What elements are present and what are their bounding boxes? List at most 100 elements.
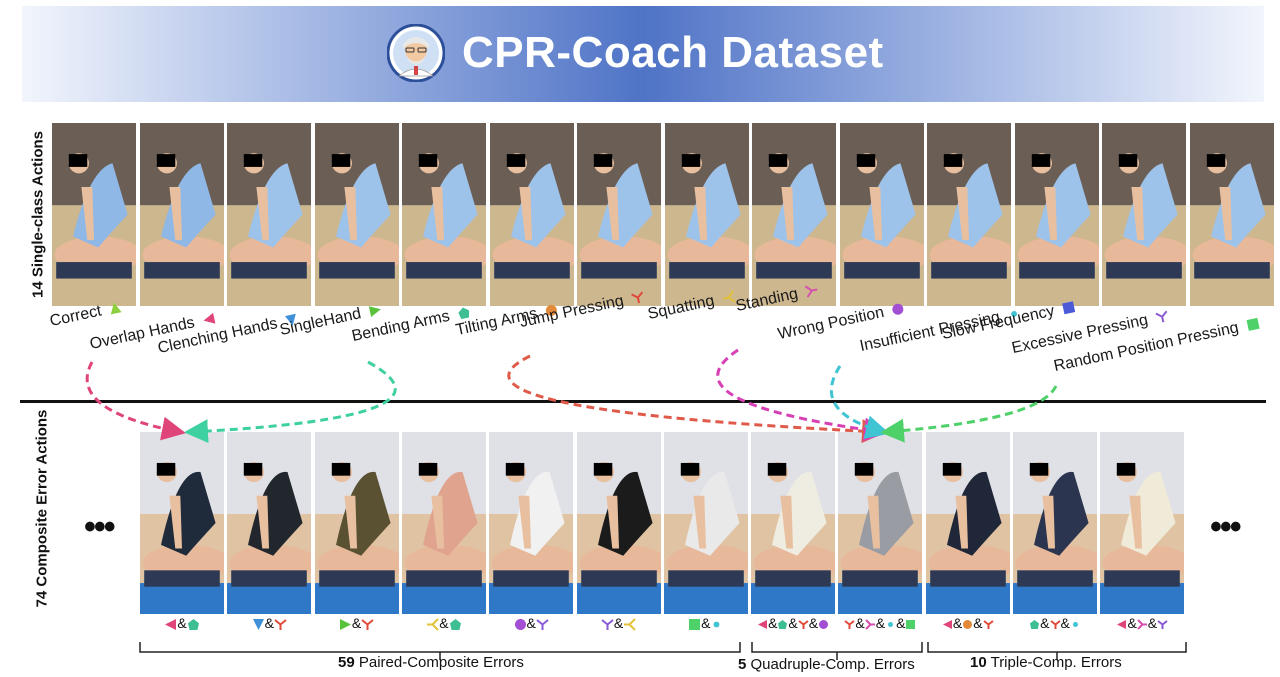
amp-text: &	[1147, 615, 1158, 631]
doctor-logo-icon	[387, 24, 445, 82]
single-action-symbol-icon	[720, 288, 736, 307]
combo-symbol-icon	[361, 615, 374, 631]
combo-symbol-icon	[274, 615, 287, 631]
composite-symbol-combo: & &	[1012, 615, 1098, 631]
combo-symbol-icon	[844, 615, 855, 631]
combo-symbol-icon	[818, 615, 829, 631]
combo-symbol-icon	[798, 615, 809, 631]
single-action-label: Wrong Position	[776, 300, 906, 344]
combo-symbol-icon	[1137, 615, 1148, 631]
single-action-label: Bending Arms	[350, 303, 472, 346]
combo-symbol-icon	[252, 615, 265, 631]
single-action-label: Excessive Pressing	[1010, 307, 1170, 358]
single-action-photo	[1189, 123, 1274, 306]
single-action-photo	[1102, 123, 1186, 306]
single-action-photo	[52, 123, 136, 306]
single-action-symbol-icon	[283, 311, 299, 330]
single-action-label: Overlap Hands	[88, 310, 217, 354]
composite-symbol-combo: &	[314, 615, 400, 631]
combo-symbol-icon	[426, 615, 439, 631]
single-action-photo	[139, 123, 224, 306]
single-action-label: Correct	[48, 298, 124, 331]
single-action-label: Random Position Pressing	[1052, 315, 1261, 376]
single-action-label: SingleHand	[278, 301, 383, 340]
combo-symbol-icon	[1070, 615, 1081, 631]
amp-text: &	[264, 615, 274, 631]
single-action-symbol-icon	[1060, 298, 1076, 317]
composite-symbol-combo: &	[226, 615, 312, 631]
single-action-photo	[839, 123, 924, 306]
combo-symbol-icon	[449, 615, 462, 631]
section-divider	[20, 400, 1266, 403]
composite-symbol-combo: & & &	[837, 615, 923, 631]
amp-text: &	[768, 615, 778, 631]
title-banner	[22, 6, 1264, 102]
single-action-label: Squatting	[646, 288, 736, 324]
combo-symbol-icon	[885, 615, 896, 631]
combo-symbol-icon	[777, 615, 788, 631]
composite-action-photo	[1100, 432, 1185, 614]
combo-symbol-icon	[962, 615, 973, 631]
arrow-random-position	[880, 385, 1058, 443]
arrow-overlap-hands	[85, 361, 186, 441]
amp-text: &	[526, 615, 536, 631]
composite-symbol-combo: &	[401, 615, 487, 631]
single-action-photo	[314, 123, 399, 306]
single-action-symbol-icon	[1245, 315, 1261, 334]
single-action-label: Jump Pressing	[518, 288, 646, 332]
arrow-insufficient-pressing	[829, 365, 890, 439]
amp-text: &	[808, 615, 819, 631]
amp-text: &	[855, 615, 865, 631]
composite-action-photo	[576, 432, 661, 614]
paired-errors-label: 59 Paired-Composite Errors	[338, 654, 524, 671]
single-action-label: Insufficient Pressing	[858, 304, 1022, 356]
combo-symbol-icon	[1116, 615, 1127, 631]
combo-symbol-icon	[710, 615, 723, 631]
amp-text: &	[952, 615, 963, 631]
composite-action-photo	[751, 432, 836, 614]
composite-actions-label: 74 Composite Error Actions	[34, 409, 51, 609]
triple-count: 10	[970, 654, 987, 671]
single-action-text: SingleHand	[278, 305, 363, 340]
combo-symbol-icon	[1157, 615, 1168, 631]
single-action-symbol-icon	[543, 301, 559, 320]
single-action-photo	[1014, 123, 1099, 306]
single-action-label: Standing	[734, 281, 820, 316]
amp-text: &	[1127, 615, 1137, 631]
single-action-symbol-icon	[367, 301, 383, 320]
composite-symbol-combo: &	[576, 615, 662, 631]
arrow-jump-pressing	[507, 354, 886, 444]
quadruple-count: 5	[738, 656, 747, 673]
single-action-symbol-icon	[804, 281, 820, 300]
amp-text: &	[1040, 615, 1050, 631]
single-action-symbol-icon	[1006, 304, 1022, 323]
composite-action-photo	[925, 432, 1010, 614]
combo-symbol-icon	[536, 615, 549, 631]
composite-symbol-combo: & &	[1099, 615, 1185, 631]
paired-text: Paired-Composite Errors	[354, 654, 524, 671]
triple-text: Triple-Comp. Errors	[986, 654, 1122, 671]
composite-symbol-combo: & & &	[750, 615, 836, 631]
composite-action-photo	[1013, 432, 1097, 614]
combo-symbol-icon	[1049, 615, 1061, 631]
combo-symbol-icon	[514, 615, 527, 631]
quadruple-errors-label: 5 Quadruple-Comp. Errors	[738, 656, 915, 673]
combo-symbol-icon	[865, 615, 876, 631]
composite-action-photo	[401, 432, 486, 614]
single-action-label: Clenching Hands	[156, 311, 299, 358]
single-action-symbol-icon	[890, 300, 906, 319]
amp-text: &	[613, 615, 624, 631]
amp-text: &	[973, 615, 983, 631]
composite-action-photo	[314, 432, 399, 614]
amp-text: &	[701, 615, 711, 631]
composite-symbol-combo: &	[488, 615, 574, 631]
single-action-label: Slow Frequency	[940, 298, 1076, 344]
amp-text: &	[351, 615, 362, 631]
single-action-symbol-icon	[107, 298, 123, 317]
amp-text: &	[1060, 615, 1070, 631]
combo-symbol-icon	[982, 615, 994, 631]
combo-symbol-icon	[757, 615, 768, 631]
single-action-photo	[927, 123, 1011, 306]
single-action-text: Correct	[48, 302, 104, 331]
amp-text: &	[177, 615, 187, 631]
